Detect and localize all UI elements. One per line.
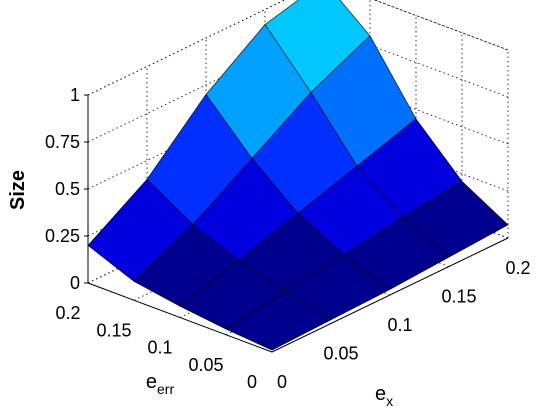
grid-line-z-back-3	[87, 27, 325, 143]
z-axis-label-base: Size	[7, 170, 29, 210]
z-tick-label-1: 0.25	[45, 226, 80, 246]
tick-labels: 0 0.25 0.5 0.75 1 0 0.05 0.1 0.15 0.2 0 0.05 0.1 0.15…	[7, 85, 531, 409]
y-tick-label-3: 0.15	[96, 320, 131, 340]
grid-line-z-side-2	[323, 74, 509, 145]
x-tick-label-0: 0	[277, 372, 287, 392]
z-tick-label-4: 1	[70, 85, 80, 105]
y-axis-line	[87, 282, 273, 353]
x-tick-label-1: 0.05	[323, 344, 358, 364]
z-tick-label-0: 0	[70, 273, 80, 293]
z-axis-label: Size	[7, 170, 29, 210]
z-tick-label-3: 0.75	[45, 132, 80, 152]
surface	[87, 0, 509, 351]
y-tick-label-4: 0.2	[55, 303, 80, 323]
z-tick-label-2: 0.5	[55, 179, 80, 199]
x-tick-label-2: 0.1	[387, 315, 412, 335]
x-tick-label-4: 0.2	[505, 258, 530, 278]
surface-patch-0-0	[225, 290, 332, 351]
x-tick-label-3: 0.15	[441, 287, 476, 307]
y-axis-label-subscript: err	[157, 381, 174, 397]
box-top-back	[87, 0, 286, 96]
y-tick-label-1: 0.05	[188, 355, 223, 375]
x-axis-line	[271, 237, 509, 353]
y-axis-label: eerr	[146, 371, 175, 397]
x-axis-label: ex	[375, 383, 393, 409]
grid-line-z-side-1	[323, 121, 509, 192]
y-tick-label-2: 0.1	[147, 338, 172, 358]
grid-line-z-side-3	[323, 27, 509, 98]
x-axis-label-base: e	[375, 383, 386, 405]
y-axis-label-base: e	[146, 371, 157, 393]
x-axis-label-subscript: x	[386, 393, 393, 409]
y-tick-label-0: 0	[247, 372, 257, 392]
grid-line-z-side-4	[373, 0, 509, 51]
